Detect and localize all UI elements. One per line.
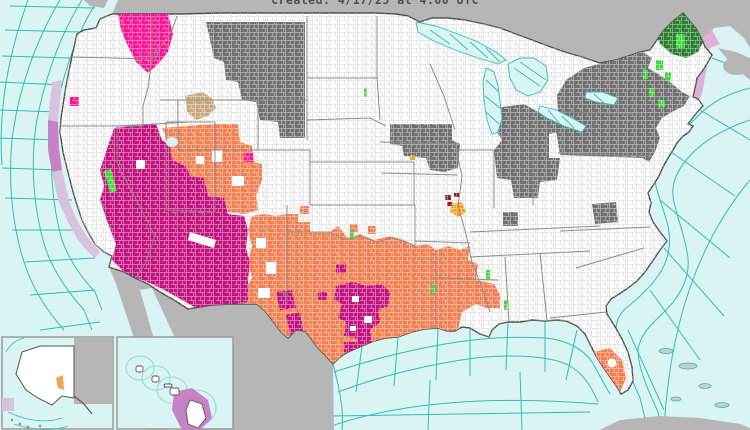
gulf-marine-grid — [199, 321, 611, 430]
small-craft-band-south[interactable] — [52, 170, 100, 258]
alaska-marine-zone[interactable] — [2, 398, 14, 411]
hawaii-islands — [135, 365, 207, 429]
great-salt-lake — [165, 136, 179, 148]
great-lakes — [415, 21, 619, 135]
vancouver-island — [84, 0, 108, 8]
map-created-caption: Created: 4/17/25 at 4:00 UTC — [271, 0, 479, 7]
alaska-panhandle — [73, 395, 93, 415]
hawaii-inset[interactable] — [116, 336, 234, 430]
alaska-inset[interactable] — [1, 336, 114, 430]
alaska-canada-land — [74, 338, 112, 404]
small-craft-band-north[interactable] — [48, 80, 62, 122]
cuba — [600, 416, 750, 430]
alaska-advisory-region[interactable] — [56, 375, 64, 390]
state-borders — [60, 15, 653, 330]
bay-of-fundy-water — [703, 26, 750, 58]
bahamas-islands — [658, 348, 730, 408]
aleutian-islands — [10, 418, 42, 429]
alaska-landmass — [15, 345, 75, 406]
gale-band-norcal[interactable] — [48, 120, 62, 172]
nova-scotia — [723, 57, 750, 75]
